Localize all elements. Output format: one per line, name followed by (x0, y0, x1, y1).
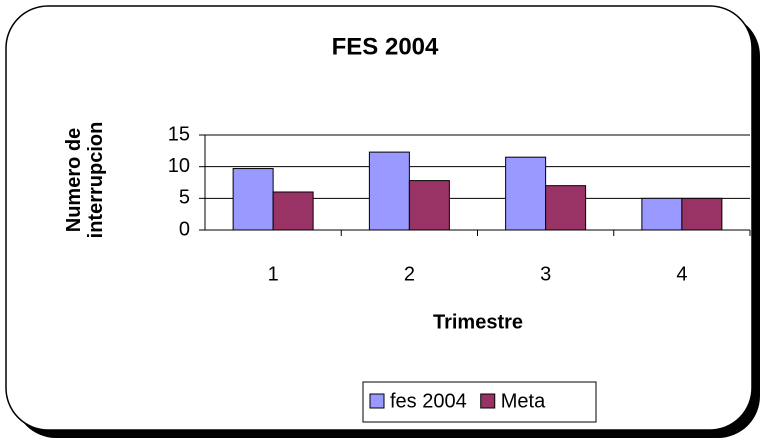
bar (505, 156, 547, 231)
x-tick-label: 2 (404, 263, 415, 285)
legend-swatch (480, 393, 496, 409)
x-tick-label: 1 (268, 263, 279, 285)
bar (681, 197, 723, 231)
legend-label: Meta (501, 390, 546, 412)
bar (545, 185, 587, 231)
x-axis-title: Trimestre (433, 311, 523, 333)
y-axis-title: Numero de interrupcion (63, 121, 107, 239)
legend-swatch (369, 393, 385, 409)
legend (362, 381, 597, 423)
legend-label: fes 2004 (390, 390, 467, 412)
y-tick-label: 10 (168, 155, 190, 177)
chart-title: FES 2004 (332, 33, 439, 60)
bar (641, 197, 683, 231)
x-tick-label: 4 (676, 263, 687, 285)
bar (408, 180, 450, 231)
bar (272, 191, 314, 231)
y-tick-label: 15 (168, 123, 190, 145)
bar (368, 151, 410, 231)
y-tick-label: 5 (179, 187, 190, 209)
y-tick-label: 0 (179, 218, 190, 240)
bar (232, 168, 274, 231)
x-tick-label: 3 (540, 263, 551, 285)
